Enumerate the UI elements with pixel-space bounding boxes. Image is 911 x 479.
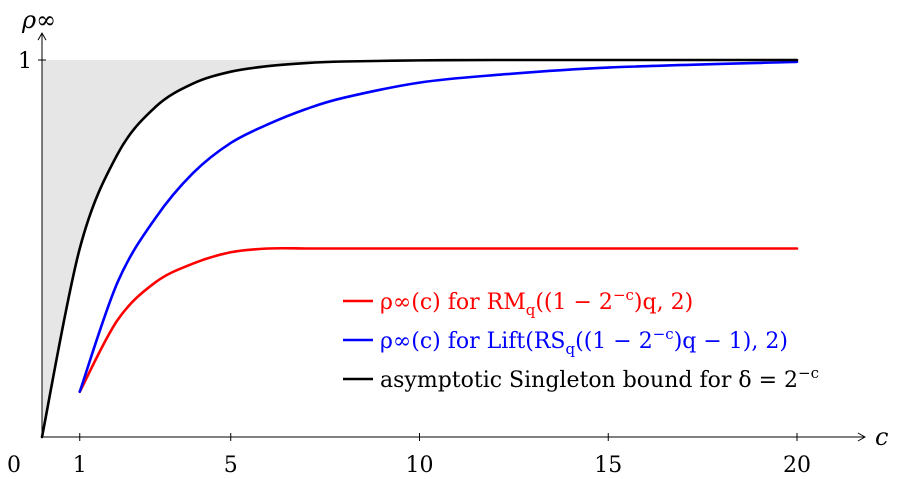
legend: ρ∞(c) for RMq((1 − 2−c)q, 2) ρ∞(c) for Li… [343, 286, 819, 393]
series-lines [40, 58, 799, 439]
x-axis-arrow [857, 432, 866, 442]
x-tick-label: 15 [594, 453, 622, 478]
y-axis-label: ρ∞ [21, 6, 56, 34]
singleton-gap-shading [42, 59, 797, 438]
x-tick-label: 5 [224, 453, 238, 478]
legend-entry-3: asymptotic Singleton bound for δ = 2−c [380, 364, 819, 393]
y-tick-label: 1 [18, 49, 32, 74]
series-line-2 [78, 60, 799, 394]
legend-entry-1: ρ∞(c) for RMq((1 − 2−c)q, 2) [380, 286, 693, 319]
series-line-3 [40, 58, 799, 439]
origin-label: 0 [7, 453, 21, 478]
legend-entry-2: ρ∞(c) for Lift(RSq((1 − 2−c)q − 1), 2) [380, 325, 788, 358]
x-tick-label: 20 [783, 453, 811, 478]
x-axis-label: c [875, 423, 888, 451]
y-axis-arrow [37, 32, 47, 41]
shaded-region [42, 59, 797, 438]
series-line-1 [78, 246, 799, 394]
x-tick-label: 10 [406, 453, 434, 478]
x-tick-label: 1 [73, 453, 87, 478]
